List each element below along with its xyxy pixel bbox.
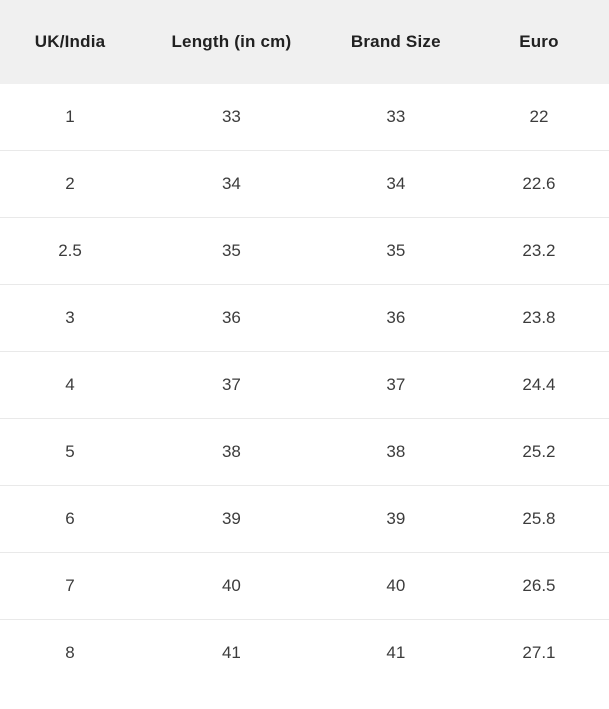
header-row: UK/India Length (in cm) Brand Size Euro	[0, 0, 609, 84]
cell-uk-india: 2	[0, 150, 141, 218]
column-header-uk-india: UK/India	[0, 0, 141, 84]
cell-euro: 27.1	[468, 619, 609, 686]
cell-uk-india: 1	[0, 84, 141, 151]
cell-uk-india: 8	[0, 619, 141, 686]
cell-brand-size: 34	[322, 150, 469, 218]
table-row: 2.5 35 35 23.2	[0, 217, 609, 285]
cell-euro: 22.6	[468, 150, 609, 218]
table-row: 7 40 40 26.5	[0, 552, 609, 620]
cell-euro: 24.4	[468, 351, 609, 419]
table-row: 6 39 39 25.8	[0, 485, 609, 553]
cell-length-cm: 37	[140, 351, 323, 419]
cell-uk-india: 3	[0, 284, 141, 352]
cell-length-cm: 41	[140, 619, 323, 686]
cell-brand-size: 41	[322, 619, 469, 686]
column-header-length-cm: Length (in cm)	[140, 0, 323, 84]
cell-uk-india: 4	[0, 351, 141, 419]
cell-euro: 22	[468, 84, 609, 151]
cell-length-cm: 39	[140, 485, 323, 553]
cell-uk-india: 2.5	[0, 217, 141, 285]
cell-brand-size: 38	[322, 418, 469, 486]
cell-length-cm: 40	[140, 552, 323, 620]
cell-euro: 25.8	[468, 485, 609, 553]
table-row: 4 37 37 24.4	[0, 351, 609, 419]
cell-euro: 23.8	[468, 284, 609, 352]
table-row: 2 34 34 22.6	[0, 150, 609, 218]
cell-uk-india: 7	[0, 552, 141, 620]
cell-euro: 23.2	[468, 217, 609, 285]
cell-length-cm: 33	[140, 84, 323, 151]
cell-euro: 25.2	[468, 418, 609, 486]
cell-brand-size: 35	[322, 217, 469, 285]
cell-brand-size: 36	[322, 284, 469, 352]
cell-euro: 26.5	[468, 552, 609, 620]
cell-brand-size: 33	[322, 84, 469, 151]
cell-brand-size: 40	[322, 552, 469, 620]
cell-length-cm: 35	[140, 217, 323, 285]
cell-uk-india: 6	[0, 485, 141, 553]
cell-length-cm: 38	[140, 418, 323, 486]
cell-brand-size: 39	[322, 485, 469, 553]
size-chart-table: UK/India Length (in cm) Brand Size Euro …	[0, 0, 609, 686]
cell-length-cm: 34	[140, 150, 323, 218]
cell-uk-india: 5	[0, 418, 141, 486]
table-row: 5 38 38 25.2	[0, 418, 609, 486]
cell-length-cm: 36	[140, 284, 323, 352]
column-header-euro: Euro	[468, 0, 609, 84]
table-row: 1 33 33 22	[0, 84, 609, 151]
column-header-brand-size: Brand Size	[322, 0, 469, 84]
cell-brand-size: 37	[322, 351, 469, 419]
table-row: 8 41 41 27.1	[0, 619, 609, 686]
table-row: 3 36 36 23.8	[0, 284, 609, 352]
